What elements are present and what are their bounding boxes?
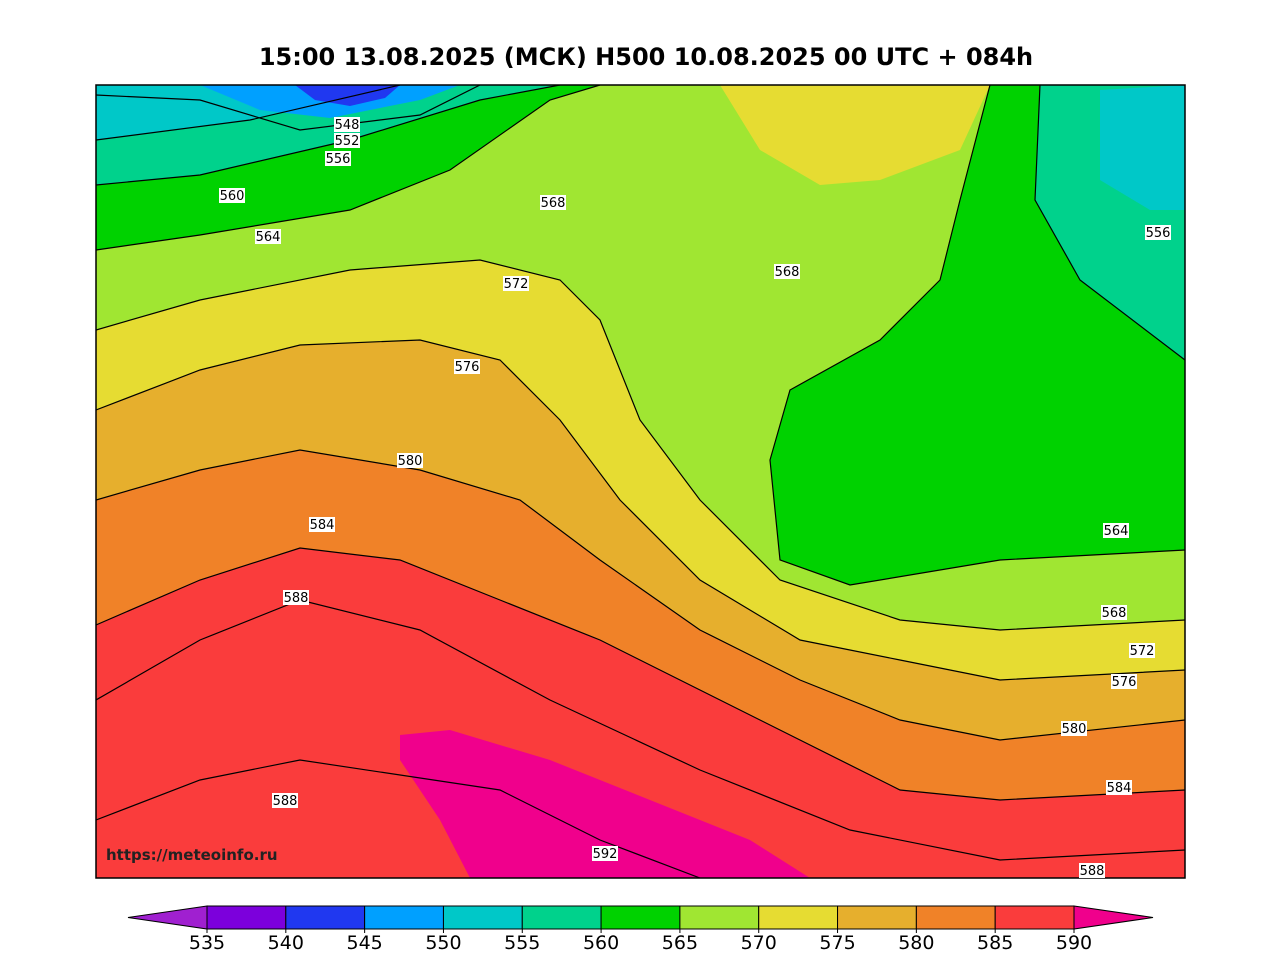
label-bg [219, 188, 245, 203]
colorbar: 535 540 545 550 555 560 565 570 575 580 585 590 [127, 905, 1154, 954]
colorbar-tick-label: 585 [977, 932, 1013, 954]
label-bg [1106, 780, 1132, 795]
contour-label: 584 [1107, 781, 1132, 796]
colorbar-tick-label: 570 [741, 932, 777, 954]
label-bg [1145, 225, 1171, 240]
band [295, 85, 400, 106]
colorbar-segment [679, 905, 760, 930]
colorbar-tick-label: 560 [583, 932, 619, 954]
contour-label: 552 [335, 134, 360, 149]
label-bg [592, 846, 618, 861]
colorbar-tick-label: 580 [898, 932, 934, 954]
colorbar-under [127, 905, 208, 930]
colorbar-tick-label: 545 [347, 932, 383, 954]
label-bg [1103, 523, 1129, 538]
map-frame [95, 84, 1186, 879]
band [400, 730, 810, 878]
colorbar-segment [600, 905, 681, 930]
contour-label: 556 [326, 152, 351, 167]
label-bg [774, 264, 800, 279]
contour-label: 584 [310, 518, 335, 533]
contour-line [96, 85, 481, 131]
label-bg [334, 133, 360, 148]
contour-label: 572 [1130, 644, 1155, 659]
contour-label: 560 [220, 189, 245, 204]
label-bg [454, 359, 480, 374]
colorbar-segment [364, 905, 444, 930]
label-bg [397, 453, 423, 468]
label-bg [540, 195, 566, 210]
colorbar-segment [915, 905, 996, 930]
contour-label: 588 [1080, 864, 1105, 879]
title: 15:00 13.08.2025 (МСК) H500 10.08.2025 0… [259, 43, 1033, 71]
colorbar-tick-label: 590 [1056, 932, 1092, 954]
contour-label: 556 [1146, 226, 1171, 241]
label-bg [1111, 674, 1137, 689]
contour-label: 564 [1104, 524, 1129, 539]
contour-label: 576 [455, 360, 480, 375]
contour-line [96, 85, 401, 141]
colorbar-tick-label: 550 [425, 932, 461, 954]
colorbar-segment [206, 905, 287, 930]
label-bg [272, 793, 298, 808]
contour-label: 564 [256, 230, 281, 245]
contour-line [96, 547, 1185, 801]
label-bg [325, 151, 351, 166]
contour-label: 568 [1102, 606, 1127, 621]
label-bg [1079, 863, 1105, 878]
label-bg [1129, 643, 1155, 658]
contour-label: 568 [541, 196, 566, 211]
contour-line [96, 85, 601, 251]
colorbar-tick-label: 575 [819, 932, 855, 954]
colorbar-over [1073, 905, 1154, 930]
colorbar-segment [837, 905, 917, 930]
map [96, 85, 1185, 878]
colorbar-segment [285, 905, 366, 930]
watermark: https://meteoinfo.ru [106, 846, 278, 864]
contour-label: 592 [593, 847, 618, 862]
contour-label: 580 [1062, 722, 1087, 737]
contour-line [96, 339, 1185, 681]
colorbar-tick-label: 535 [189, 932, 225, 954]
contour-label: 572 [504, 277, 529, 292]
label-bg [309, 517, 335, 532]
contour-line [1034, 85, 1185, 361]
colorbar-segment [442, 905, 523, 930]
label-bg [1101, 605, 1127, 620]
colorbar-segment [994, 905, 1075, 930]
label-bg [503, 276, 529, 291]
colorbar-tick-label: 565 [662, 932, 698, 954]
contour-label: 576 [1112, 675, 1137, 690]
label-bg [334, 117, 360, 132]
colorbar-tick-label: 555 [504, 932, 540, 954]
contour-label: 588 [273, 794, 298, 809]
contour-line [96, 599, 1185, 861]
band [720, 85, 990, 185]
contour-line [96, 449, 1185, 741]
contour-label: 580 [398, 454, 423, 469]
colorbar-tick-label: 540 [268, 932, 304, 954]
contour-label: 548 [335, 118, 360, 133]
colorbar-segment [521, 905, 602, 930]
contour-label: 568 [775, 265, 800, 280]
label-bg [1061, 721, 1087, 736]
colorbar-segment [758, 905, 839, 930]
band [1100, 85, 1185, 210]
label-bg [255, 229, 281, 244]
contour-label: 588 [284, 591, 309, 606]
contour-line [96, 259, 1185, 631]
label-bg [283, 590, 309, 605]
contour-line [769, 85, 1185, 586]
